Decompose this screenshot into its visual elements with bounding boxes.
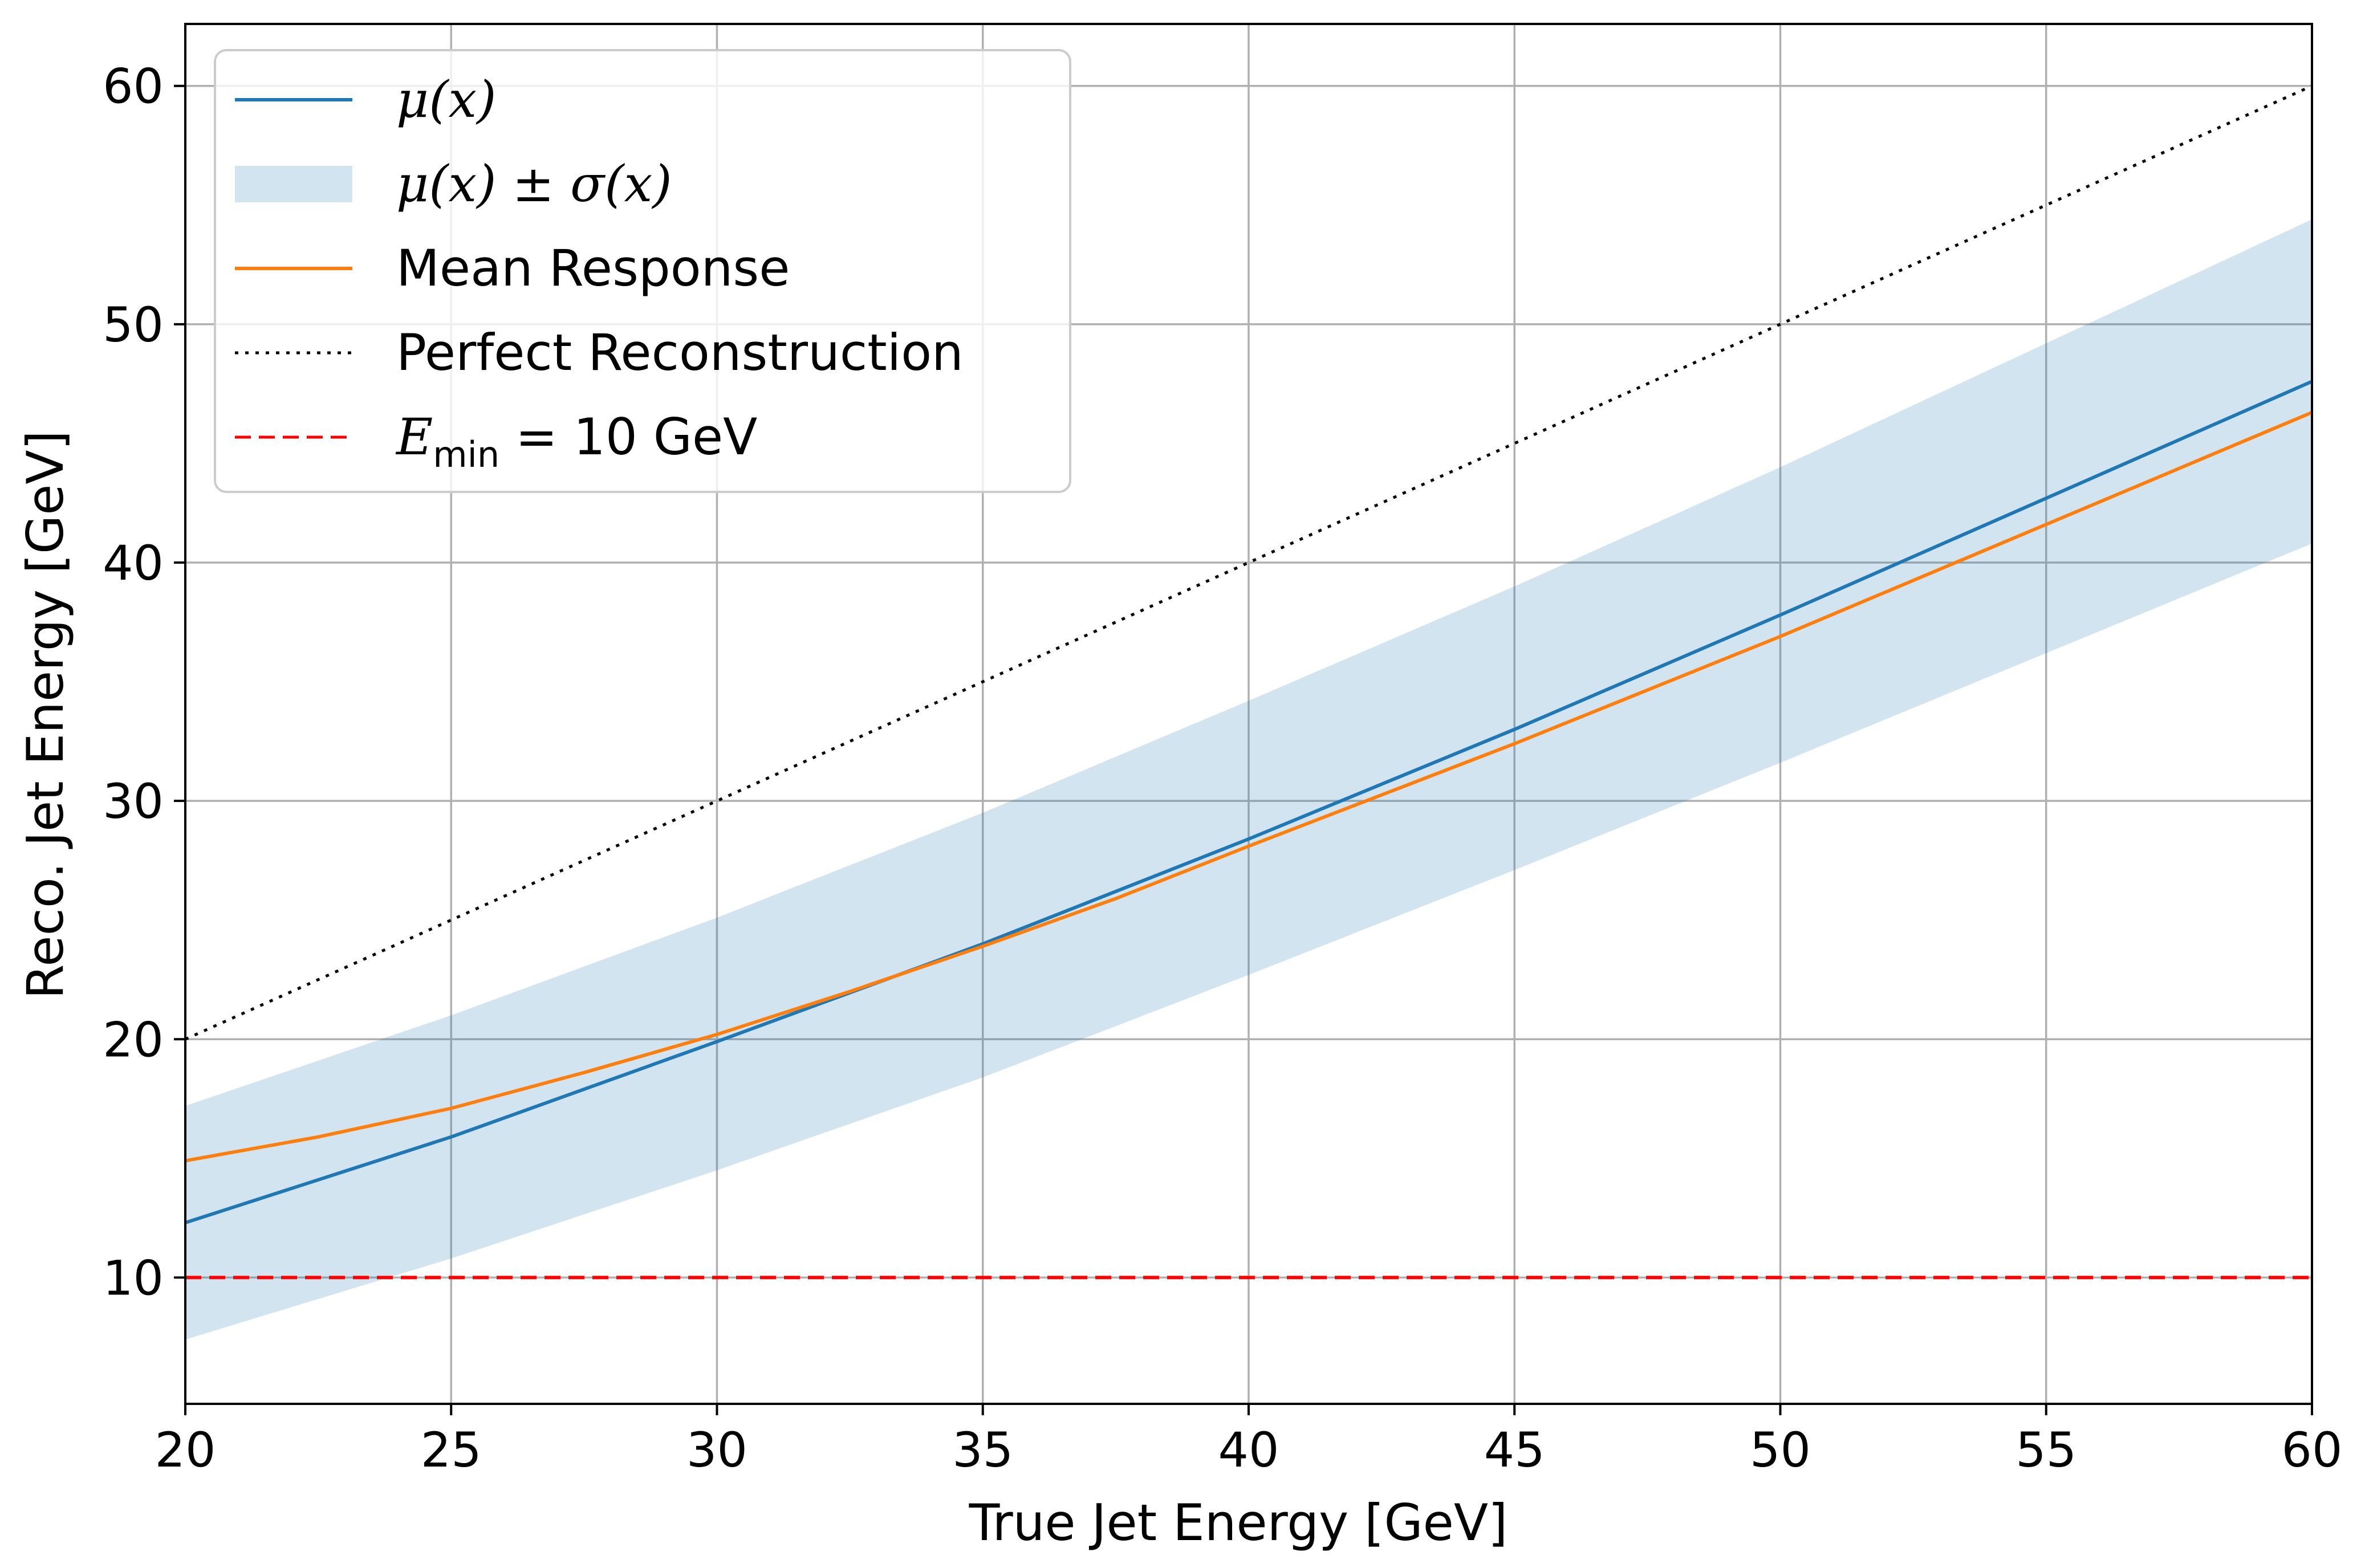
legend-frame xyxy=(214,49,1071,493)
x-tick-label: 40 xyxy=(1218,1422,1279,1478)
y-tick-label: 40 xyxy=(103,535,164,591)
mu-line xyxy=(185,380,2312,1225)
x-tick-label: 30 xyxy=(686,1422,747,1478)
x-tick-label: 55 xyxy=(2015,1422,2077,1478)
plot-area xyxy=(185,84,2312,1340)
sigma-band xyxy=(185,219,2312,1340)
x-tick-label: 60 xyxy=(2282,1422,2343,1478)
legend-band-swatch xyxy=(235,166,352,202)
legend-label: μ(x) ± σ(x) xyxy=(396,154,672,213)
legend-label-part: = 10 GeV xyxy=(499,408,757,466)
x-tick-label: 50 xyxy=(1750,1422,1811,1478)
perfect-reconstruction-line xyxy=(185,84,2312,1041)
y-tick-label: 20 xyxy=(103,1012,164,1068)
y-axis-title: Reco. Jet Energy [GeV] xyxy=(16,430,75,999)
x-axis-title: True Jet Energy [GeV] xyxy=(969,1493,1508,1552)
legend-label: μ(x) xyxy=(396,70,496,129)
legend-label: Emin = 10 GeV xyxy=(395,408,757,475)
x-tick-label: 25 xyxy=(421,1422,482,1478)
legend-label: Perfect Reconstruction xyxy=(396,323,964,382)
legend-label: Mean Response xyxy=(396,239,790,298)
x-tick-label: 45 xyxy=(1484,1422,1545,1478)
legend-label-subscript: min xyxy=(433,434,499,475)
x-tick-label: 35 xyxy=(952,1422,1013,1478)
axis-ticks: 20 25 30 35 40 45 50 55 60 10 20 30 40 50 60 xyxy=(103,59,2342,1478)
y-tick-label: 30 xyxy=(103,773,164,829)
y-tick-label: 60 xyxy=(103,59,164,115)
legend-label-part: E xyxy=(395,408,433,466)
x-tick-label: 20 xyxy=(155,1422,216,1478)
mean-response-line xyxy=(185,410,2312,1163)
y-tick-label: 10 xyxy=(103,1250,164,1306)
legend: μ(x) μ(x) ± σ(x) Mean Response Perfect Reco… xyxy=(214,49,1071,493)
y-tick-label: 50 xyxy=(103,297,164,353)
